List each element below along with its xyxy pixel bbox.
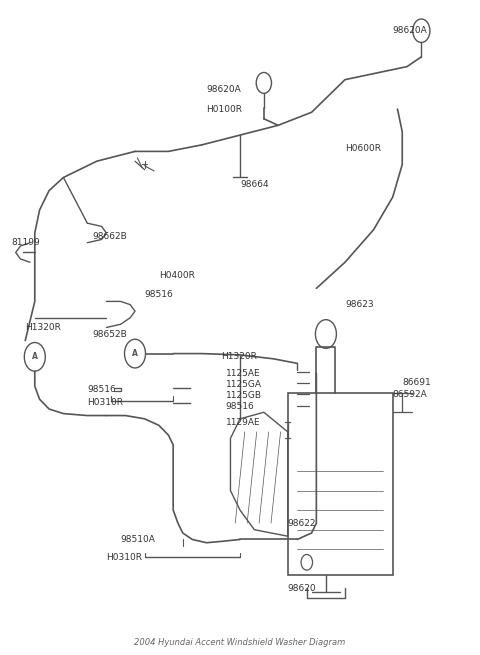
- Text: H1320R: H1320R: [221, 352, 257, 362]
- Text: A: A: [132, 349, 138, 358]
- Text: 98620A: 98620A: [393, 26, 428, 35]
- Text: 2004 Hyundai Accent Windshield Washer Diagram: 2004 Hyundai Accent Windshield Washer Di…: [134, 638, 346, 647]
- Text: 98652B: 98652B: [92, 329, 127, 339]
- Text: 98664: 98664: [240, 179, 269, 189]
- Text: H0310R: H0310R: [87, 398, 123, 407]
- Text: 86691: 86691: [402, 379, 431, 388]
- Text: A: A: [32, 352, 38, 362]
- Text: 1125GA: 1125GA: [226, 380, 262, 389]
- Text: 98620A: 98620A: [206, 85, 241, 94]
- Text: 98516: 98516: [226, 402, 254, 411]
- Text: 81199: 81199: [11, 238, 40, 247]
- Text: H0100R: H0100R: [206, 105, 242, 113]
- Text: 1125AE: 1125AE: [226, 369, 260, 378]
- Text: 1125GB: 1125GB: [226, 391, 262, 400]
- Text: H0600R: H0600R: [345, 143, 381, 153]
- Text: 98662B: 98662B: [92, 232, 127, 240]
- Text: 98516: 98516: [87, 385, 116, 394]
- Text: H1320R: H1320R: [25, 323, 61, 332]
- Text: 98510A: 98510A: [120, 535, 156, 544]
- Text: 86592A: 86592A: [393, 390, 428, 398]
- Text: H0400R: H0400R: [159, 271, 195, 280]
- Text: 98622: 98622: [288, 519, 316, 528]
- Text: 98516: 98516: [144, 290, 173, 299]
- Text: H0310R: H0310R: [107, 553, 143, 561]
- Text: 98620: 98620: [288, 584, 316, 593]
- Text: 98623: 98623: [345, 300, 373, 309]
- Text: 1129AE: 1129AE: [226, 418, 260, 426]
